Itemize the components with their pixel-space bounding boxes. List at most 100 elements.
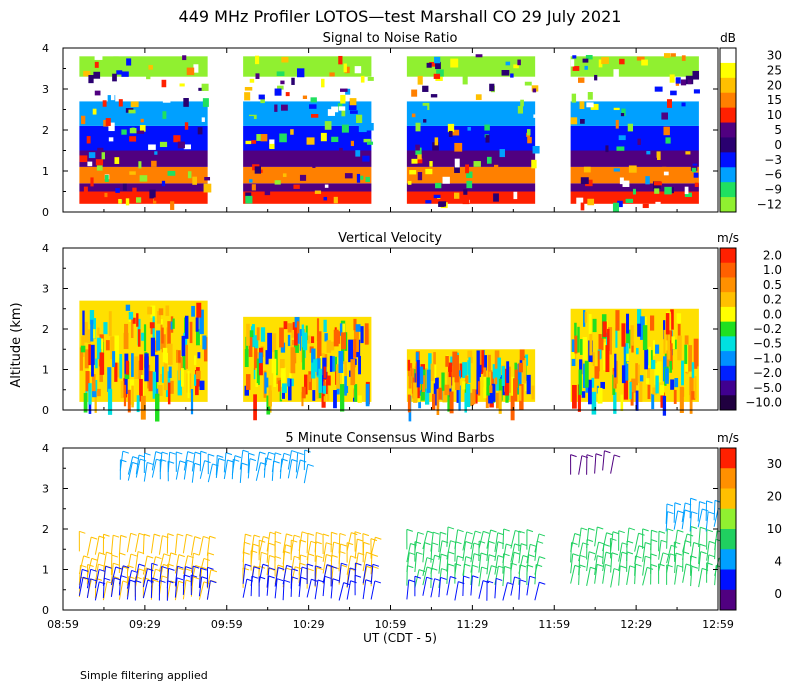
wind-barb [274,578,278,599]
vv-cell [93,329,96,339]
snr-layer [406,191,536,204]
snr-cell [280,80,285,85]
snr-cell [355,150,361,157]
wind-barb-flag [252,543,260,547]
wind-barb [478,552,482,573]
snr-cell [201,117,205,122]
wind-barb [510,576,516,596]
vv-cell [177,370,182,396]
wind-barb-flag [677,529,684,533]
vv-cell [301,324,304,349]
vv-cell [494,377,498,385]
wind-barb-flag [242,567,250,571]
vv-cell [343,385,349,394]
snr-cell [426,62,432,68]
wind-barb-flag [144,452,151,456]
wind-barb [570,553,574,574]
y-tick-label: 2 [42,523,49,536]
wind-barb-flag [307,532,315,536]
snr-cell [663,53,671,58]
wind-barb-flag [167,533,174,537]
snr-cell [367,76,374,81]
wind-barb-flag [285,544,292,548]
vv-cell [357,395,362,403]
wind-barb-flag [674,502,682,506]
vv-cell [691,362,695,379]
vv-cell [87,329,92,344]
wind-barb [271,452,276,473]
wind-barb [534,582,540,601]
wind-barb [287,450,293,470]
vv-cell [253,368,256,380]
snr-cell [629,92,637,99]
wind-barb-flag [579,554,586,558]
wind-barb [78,555,85,575]
wind-barb [314,532,317,553]
snr-cell [454,142,463,152]
snr-cell [636,56,645,61]
wind-barb [322,564,328,584]
vv-cell [365,383,370,407]
vv-cell [485,395,489,409]
wind-barb-flag [300,459,307,463]
colorbar-swatch [720,589,736,611]
wind-barb-flag [209,535,216,539]
wind-barb [142,555,148,575]
wind-barb [666,528,668,549]
vv-cell [279,379,283,402]
snr-cell [140,118,144,123]
snr-cell [407,180,412,185]
wind-barb [594,526,598,547]
vv-cell [626,313,630,334]
vv-cell [96,337,102,360]
wind-barb-flag [667,528,674,532]
wind-barb-flag [588,527,595,531]
snr-cell [139,125,146,132]
vv-cell [481,350,485,373]
wind-barb-flag [241,462,248,466]
vv-cell [150,305,156,318]
vv-cell [202,335,207,350]
vv-cell [591,377,595,388]
snr-cell [429,161,433,167]
snr-cell [411,89,418,97]
vv-cell [660,392,665,408]
vv-cell [181,368,184,387]
wind-barb-flag [660,539,668,543]
colorbar-swatch [720,277,736,293]
wind-barb-flag [483,530,490,534]
snr-cell [664,186,672,195]
vv-cell [249,330,254,338]
wind-barb-flag [504,565,511,569]
wind-barb-flag [98,552,106,556]
snr-cell [692,70,700,80]
wind-barb [370,554,373,575]
wind-barb-flag [91,557,98,561]
snr-cell [467,126,471,131]
wind-barb [406,579,410,600]
wind-barb [346,555,352,575]
snr-cell [258,94,265,100]
wind-barb [266,575,270,596]
snr-cell [434,56,441,64]
vv-cell [630,325,634,346]
snr-cell [684,192,692,198]
wind-barb [223,459,228,480]
vv-cell [281,383,287,393]
wind-barb-flag [322,533,330,537]
vv-cell [577,384,581,412]
wind-barb-flag [426,576,433,580]
vv-cell [631,341,634,353]
wind-barb-flag [112,534,120,538]
snr-cell [430,94,438,98]
wind-barb [86,537,92,556]
wind-barb-flag [268,542,275,546]
wind-barb-flag [355,562,362,566]
vv-cell [341,332,346,350]
vv-cell [663,320,666,340]
wind-barb [674,565,678,585]
wind-barb [110,535,114,555]
wind-barb-flag [478,540,486,544]
wind-barb [142,580,149,599]
snr-cell [654,86,663,92]
